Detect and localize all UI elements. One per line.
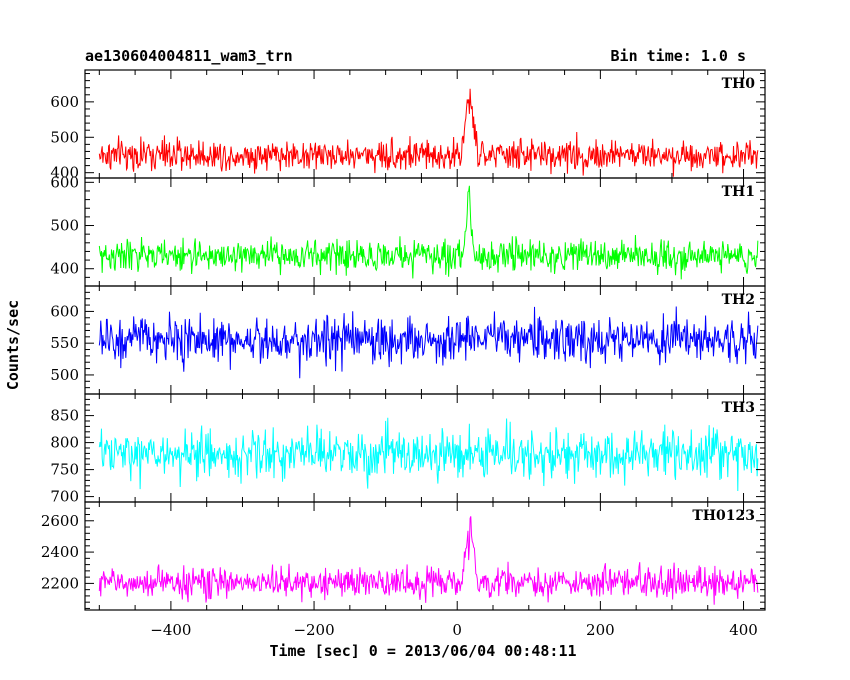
chart-subtitle: Bin time: 1.0 s bbox=[611, 47, 746, 65]
x-tick-label: −200 bbox=[293, 621, 334, 639]
chart-title: ae130604004811_wam3_trn bbox=[85, 47, 293, 65]
series-line-th2 bbox=[98, 306, 759, 379]
panels-group: 400 500 600 TH0 400 500 600 TH1 500 550 600 TH2 700 7… bbox=[41, 69, 766, 639]
y-tick-label: 2200 bbox=[41, 574, 79, 592]
y-tick-label: 600 bbox=[50, 173, 79, 191]
y-tick-label: 700 bbox=[50, 488, 79, 506]
series-line-th1 bbox=[98, 185, 759, 280]
y-tick-label: 2600 bbox=[41, 512, 79, 530]
y-tick-label: 600 bbox=[50, 93, 79, 111]
y-tick-label: 2400 bbox=[41, 543, 79, 561]
y-tick-label: 400 bbox=[50, 260, 79, 278]
panel-name-th0123: TH0123 bbox=[692, 508, 755, 524]
y-axis-label: Counts/sec bbox=[4, 300, 22, 390]
panel-frame-th1 bbox=[84, 177, 766, 287]
panel-name-th1: TH1 bbox=[722, 184, 755, 200]
y-tick-label: 500 bbox=[50, 366, 79, 384]
y-tick-label: 750 bbox=[50, 461, 79, 479]
series-line-th0 bbox=[98, 88, 759, 177]
x-tick-label: 200 bbox=[586, 621, 615, 639]
y-tick-label: 500 bbox=[50, 217, 79, 235]
panel-name-th3: TH3 bbox=[722, 400, 755, 416]
x-tick-label: −400 bbox=[150, 621, 191, 639]
series-line-th0123 bbox=[98, 516, 759, 605]
y-tick-label: 550 bbox=[50, 334, 79, 352]
y-tick-label: 600 bbox=[50, 302, 79, 320]
panel-name-th0: TH0 bbox=[722, 76, 756, 92]
panel-name-th2: TH2 bbox=[722, 292, 755, 308]
x-axis-label: Time [sec] 0 = 2013/06/04 00:48:11 bbox=[269, 642, 576, 660]
y-tick-label: 800 bbox=[50, 434, 79, 452]
x-tick-label: 0 bbox=[452, 621, 462, 639]
y-tick-label: 500 bbox=[50, 128, 79, 146]
y-tick-label: 400 bbox=[50, 164, 79, 182]
x-tick-label: 400 bbox=[729, 621, 758, 639]
y-tick-label: 850 bbox=[50, 407, 79, 425]
panel-frame-th0123 bbox=[84, 501, 766, 611]
series-line-th3 bbox=[98, 417, 759, 491]
